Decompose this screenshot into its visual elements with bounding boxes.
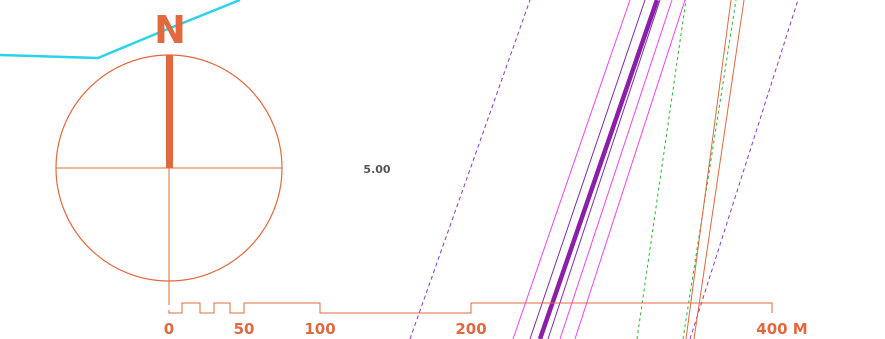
- road-edge-line: [559, 0, 673, 339]
- road-edge-line: [512, 0, 631, 339]
- north-label: N: [154, 8, 186, 52]
- dashed-purple-line-right: [689, 0, 799, 339]
- scale-label-0: 0: [163, 320, 175, 338]
- primary-route-line: [537, 0, 660, 339]
- spot-label: 5.00: [363, 163, 391, 176]
- road-edge-line: [574, 0, 686, 339]
- boundary-line: [0, 0, 241, 60]
- green-dashed-line: [682, 0, 737, 339]
- scale-label-400: 400 M: [756, 320, 808, 338]
- road-centerline: [547, 0, 661, 339]
- compass-rose-icon: [55, 54, 283, 305]
- green-dashed-line: [636, 0, 687, 339]
- scale-label-100: 100: [304, 320, 336, 338]
- orange-boundary-line: [693, 0, 745, 339]
- orange-boundary-line: [685, 0, 732, 339]
- scale-bar: [168, 302, 773, 314]
- dashed-purple-line-left: [409, 0, 531, 339]
- scale-label-50: 50: [233, 320, 255, 338]
- north-needle: [166, 55, 173, 168]
- scale-label-200: 200: [455, 320, 487, 338]
- road-centerline: [529, 0, 646, 339]
